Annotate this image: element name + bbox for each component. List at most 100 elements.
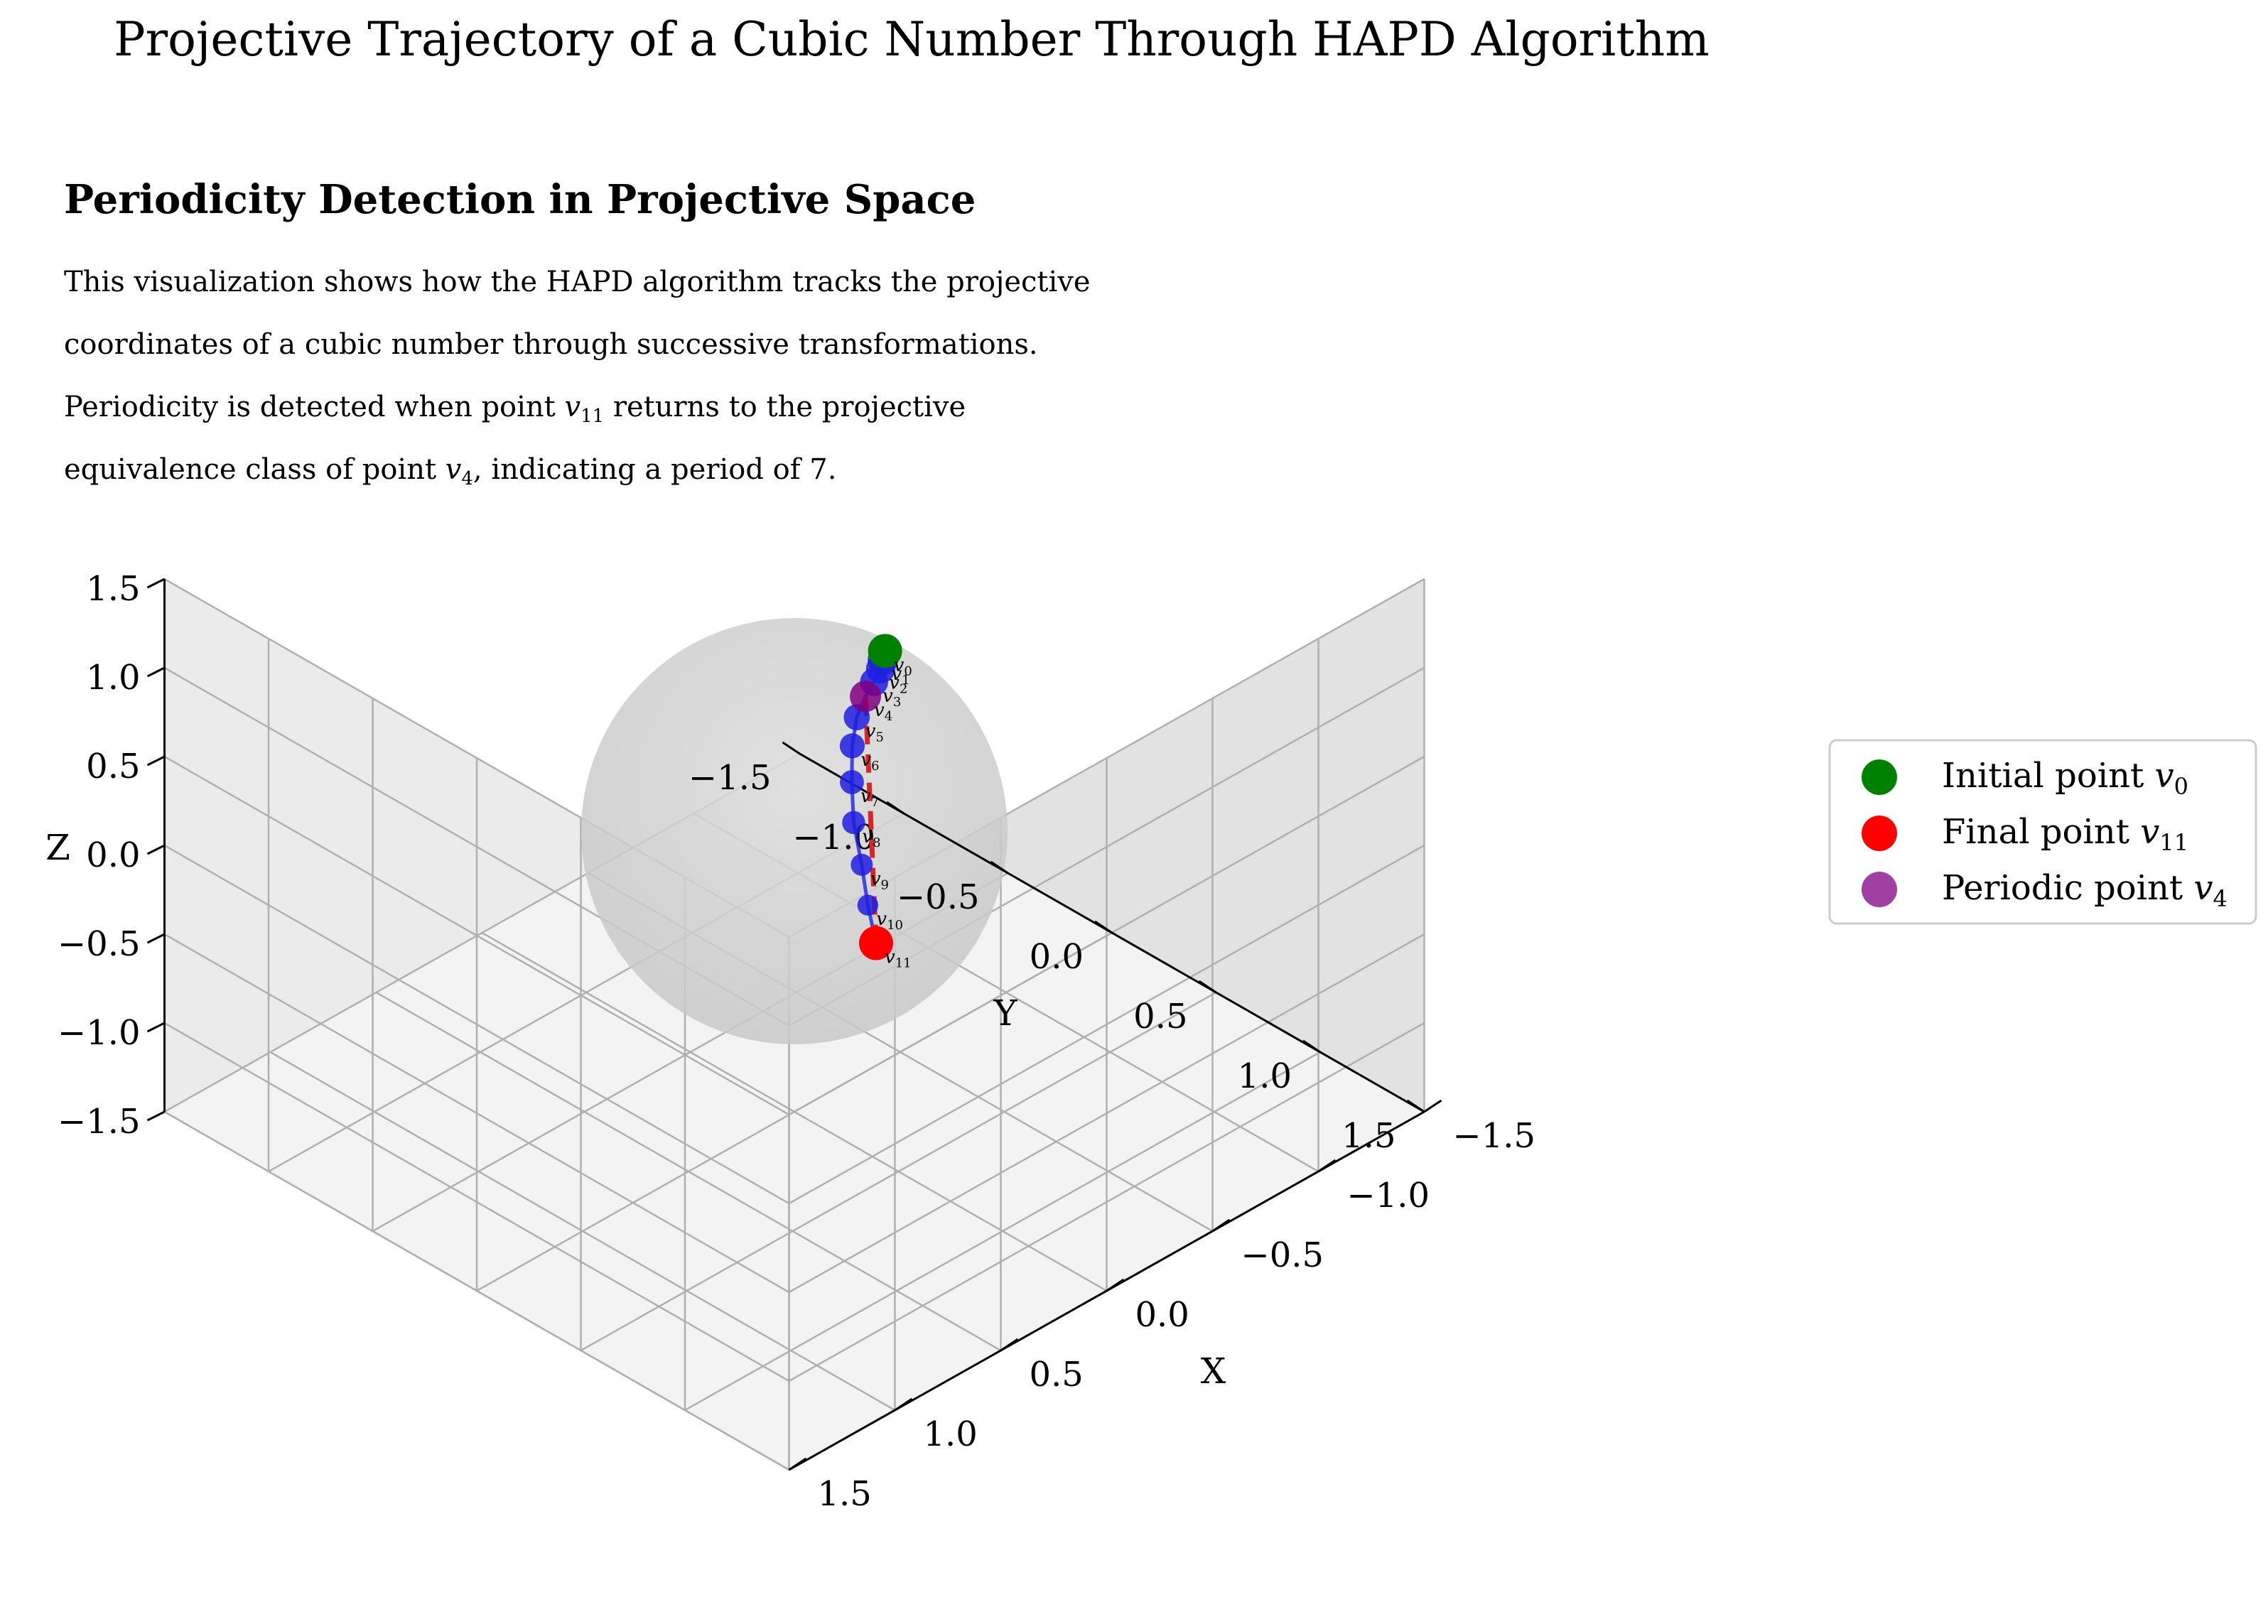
point-label-symbol-6: v [860,749,871,771]
x-tick-6 [788,1457,807,1471]
y-tick-label-6: 1.5 [1341,1116,1395,1156]
z-tick-label-5: 1.0 [86,658,140,698]
point-label-5: v5 [865,721,884,745]
legend-periodic-subscript: 4 [2213,885,2228,912]
point-label-symbol-10: v [876,909,887,930]
point-label-10: v10 [876,909,903,933]
x-tick-label-4: 0.5 [1030,1355,1084,1395]
y-tick-2 [990,860,1009,875]
x-tick-0 [1423,1099,1442,1113]
z-tick-label-1: −1.0 [58,1013,141,1053]
point-label-9: v9 [870,868,889,892]
z-tick-0 [146,1110,166,1122]
x-tick-4 [1000,1338,1019,1352]
z-tick-label-3: 0.0 [86,835,140,875]
trajectory-point-7 [840,770,864,794]
point-label-subscript-2: 2 [900,682,907,697]
point-label-symbol-7: v [860,786,871,807]
annotation-line-4-pre: equivalence class of point [64,453,446,486]
z-tick-label-4: 0.5 [86,747,140,786]
y-tick-label-3: 0.0 [1030,937,1084,977]
annotation-title: Periodicity Detection in Projective Spac… [64,176,976,223]
legend-label-initial: Initial point v0 [1942,756,2188,800]
legend-final-subscript: 11 [2159,829,2188,856]
y-tick-label-0: −1.5 [688,758,772,798]
point-label-subscript-5: 5 [876,730,884,745]
y-axis-label: Y [993,992,1017,1034]
legend-marker-periodic [1862,872,1897,907]
z-tick-4 [146,755,166,767]
x-axis-label: X [1201,1350,1226,1392]
x-tick-label-5: 1.0 [924,1414,978,1454]
y-tick-1 [886,801,904,815]
z-tick-label-2: −0.5 [58,924,141,964]
y-tick-label-4: 0.5 [1133,997,1187,1036]
unit-sphere [581,618,1008,1044]
y-tick-label-5: 1.0 [1238,1056,1292,1096]
y-tick-label-2: −0.5 [897,877,980,917]
axis-labels: X Y Z [45,827,1226,1392]
x-tick-3 [1106,1278,1125,1292]
legend-initial-subscript: 0 [2174,773,2188,800]
legend-marker-final [1862,816,1897,851]
annotation-line-3-pre: Periodicity is detected when point [64,391,564,423]
point-label-symbol-1: v [891,664,902,685]
point-label-4: v4 [874,700,892,724]
legend-initial-symbol: v [2155,756,2174,796]
x-tick-label-3: 0.0 [1135,1295,1189,1335]
y-tick-5 [1302,1039,1321,1054]
x-tick-label-0: −1.5 [1453,1116,1536,1156]
x-tick-label-2: −0.5 [1241,1235,1324,1275]
y-tick-0 [782,741,801,755]
annotation-line-3-symbol: v [564,391,580,423]
point-label-symbol-5: v [865,721,876,742]
legend-periodic-symbol: v [2193,868,2213,908]
point-label-6: v6 [860,749,879,774]
point-label-8: v8 [862,826,880,850]
annotation-box: Periodicity Detection in Projective Spac… [64,176,1091,489]
point-label-2: v2 [889,673,907,697]
point-label-0: v0 [894,654,912,678]
legend-marker-initial [1862,759,1897,795]
legend-label-periodic: Periodic point v4 [1942,868,2228,912]
point-label-1: v1 [891,664,909,688]
z-tick-5 [146,666,166,678]
legend-periodic-text: Periodic point [1942,868,2193,908]
point-label-7: v7 [860,786,879,810]
trajectory-point-8 [842,811,865,835]
z-tick-6 [146,578,166,589]
point-label-subscript-7: 7 [871,795,879,810]
point-label-subscript-10: 10 [887,918,903,933]
final-point-marker [859,926,893,960]
y-tick-3 [1094,920,1113,934]
z-axis-label: Z [45,827,70,868]
periodic-point-marker [850,681,882,713]
legend-initial-text: Initial point [1942,756,2155,796]
point-label-symbol-0: v [894,654,904,676]
z-tick-3 [146,844,166,855]
point-label-symbol-8: v [862,826,873,848]
trajectory-point-10 [857,894,879,916]
gridline-floor-y-5 [684,1051,1321,1412]
trajectory-point-9 [850,853,873,876]
y-tick-4 [1198,980,1217,994]
point-label-subscript-0: 0 [904,664,912,678]
figure-title: Projective Trajectory of a Cubic Number … [114,12,1710,67]
annotation-line-4-symbol: v [446,453,462,486]
point-label-subscript-3: 3 [893,695,901,710]
x-tick-2 [1211,1218,1231,1233]
y-tick-6 [1406,1099,1425,1113]
point-label-subscript-6: 6 [871,759,879,774]
annotation-line-4-post: , indicating a period of 7. [473,453,837,486]
point-label-symbol-2: v [889,673,900,694]
x-tick-5 [894,1397,913,1412]
point-label-subscript-11: 11 [895,956,912,971]
axis-ticks: −1.5−1.5−1.5−1.0−1.0−1.0−0.5−0.5−0.5 0.00… [58,569,1535,1514]
annotation-line-2: coordinates of a cubic number through su… [64,328,1038,361]
annotation-line-4-subscript: 4 [461,468,473,489]
point-label-subscript-8: 8 [873,835,880,850]
point-label-11: v11 [885,947,912,971]
gridline-floor-x-6 [163,1110,790,1471]
